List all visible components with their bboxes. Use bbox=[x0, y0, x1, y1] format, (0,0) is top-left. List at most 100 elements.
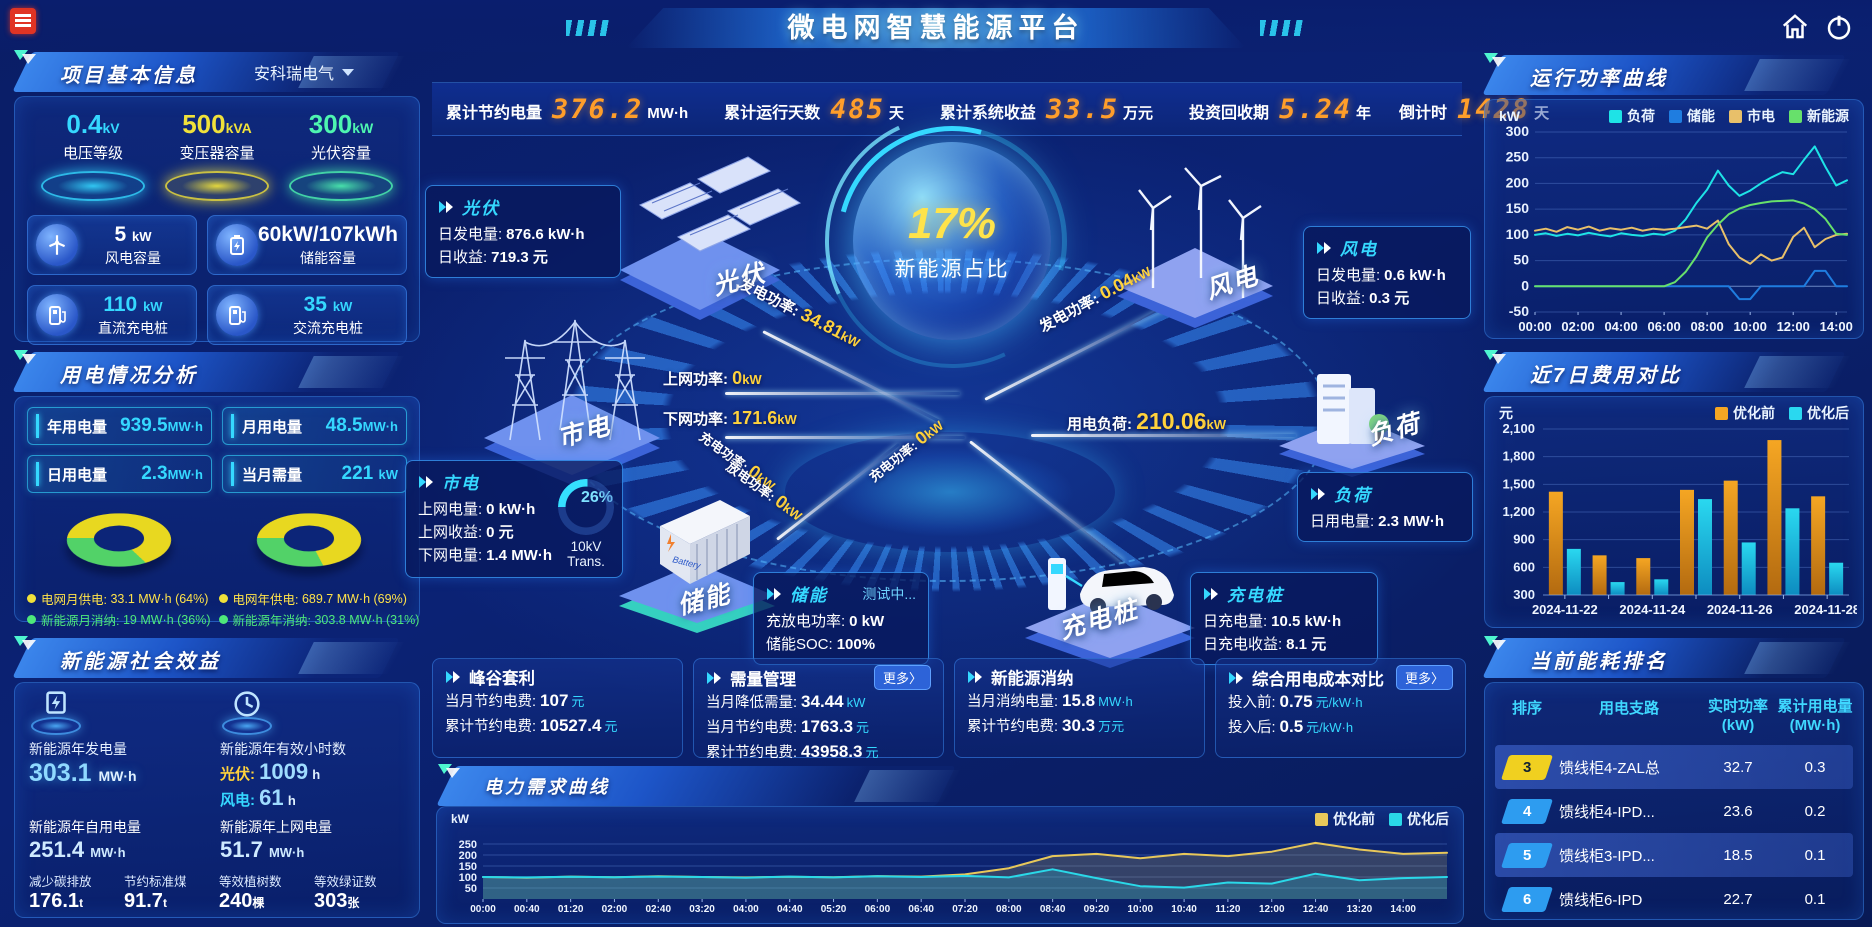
flow-label: 用电负荷: bbox=[1067, 416, 1132, 433]
stat-value: 221 bbox=[341, 463, 374, 484]
svg-text:1,200: 1,200 bbox=[1502, 504, 1535, 519]
month-demand-stat: 当月需量 221 kW bbox=[222, 455, 407, 493]
charger-icon bbox=[228, 306, 246, 325]
table-row[interactable]: 3 馈线柜4-ZAL总 32.7 0.3 bbox=[1495, 745, 1853, 789]
glow-disc bbox=[165, 171, 269, 201]
kpi-label: 投资回收期 bbox=[1188, 104, 1269, 122]
legend-value: 19 MW·h (36%) bbox=[122, 612, 211, 627]
renewable-generation-item: 新能源年发电量 303.1 MW·h bbox=[29, 691, 214, 811]
stat-label: 月用电量 bbox=[242, 418, 303, 436]
row-value: 0.75 bbox=[1279, 692, 1313, 711]
cost-chart-legend: 优化前 优化后 bbox=[1715, 403, 1849, 423]
transformer-gauge-label: 10kV Trans. bbox=[567, 539, 605, 569]
ac-charger-card: 35 kW 交流充电桩 bbox=[206, 285, 407, 345]
arrow-icon bbox=[439, 200, 453, 213]
stat-value: 251.4 bbox=[29, 837, 85, 862]
legend-item: 新能源 bbox=[1789, 106, 1849, 126]
row-unit: 元 bbox=[856, 720, 870, 735]
row-value: 2.3 MW·h bbox=[1378, 513, 1445, 530]
stat-label: 减少碳排放 bbox=[29, 875, 92, 889]
row-label: 当月降低需量: bbox=[706, 695, 798, 711]
row-label: 日发电量: bbox=[438, 226, 503, 243]
device-label: 风电容量 bbox=[104, 249, 161, 266]
stat-label: 日用电量 bbox=[47, 466, 108, 484]
row-value: 43958.3 bbox=[801, 742, 863, 761]
row-value: 100% bbox=[836, 636, 876, 653]
co2-reduction-item: 减少碳排放 176.1t bbox=[29, 871, 120, 913]
stat-value: 939.5 bbox=[120, 415, 168, 436]
glow-disc bbox=[41, 171, 145, 201]
device-value: 110 bbox=[103, 292, 138, 316]
device-unit: kW bbox=[332, 298, 353, 314]
rank-badge: 5 bbox=[1500, 842, 1554, 868]
column-header: 累计用电量 (MW·h) bbox=[1777, 697, 1853, 735]
rank-badge: 4 bbox=[1500, 798, 1554, 824]
kpi-countdown: 倒计时 1428 天 bbox=[1385, 94, 1563, 125]
legend-value: 689.7 MW·h (69%) bbox=[301, 591, 407, 606]
demand-curve-chart: 250 200 150 100 50 00:00 00:40 01:20 02:00 02:40 0… bbox=[443, 827, 1457, 915]
wind-info-box: 风电 日发电量: 0.6 kW·h 日收益: 0.3 元 bbox=[1303, 226, 1471, 319]
load-info-box: 负荷 日用电量: 2.3 MW·h bbox=[1297, 472, 1473, 542]
svg-text:09:20: 09:20 bbox=[1084, 904, 1110, 915]
flow-value: 0 bbox=[732, 368, 743, 388]
row-unit: 元/kW·h bbox=[1306, 720, 1354, 735]
svg-text:50: 50 bbox=[1513, 252, 1529, 268]
kpi-total-income: 累计系统收益 33.5 万元 bbox=[926, 94, 1167, 125]
panel-title: 电力需求曲线 bbox=[484, 777, 610, 797]
rank-number: 4 bbox=[1522, 802, 1532, 820]
row-label: 当月节约电费: bbox=[706, 720, 798, 736]
flow-label: 下网功率: bbox=[663, 411, 728, 428]
stat-unit: MW·h bbox=[362, 419, 398, 434]
year-usage-stat: 年用电量 939.5MW·h bbox=[27, 407, 212, 445]
stat-label: 节约标准煤 bbox=[124, 875, 187, 889]
power-button[interactable] bbox=[1824, 12, 1854, 42]
rank-badge: 3 bbox=[1500, 754, 1554, 780]
panel-social-body: 新能源年发电量 303.1 MW·h 新能源年有效小时数 光伏: 1009 h … bbox=[14, 682, 420, 918]
home-button[interactable] bbox=[1780, 12, 1810, 42]
legend-value: 33.1 MW·h (64%) bbox=[110, 591, 209, 606]
table-row[interactable]: 6 馈线柜6-IPD 22.7 0.1 bbox=[1495, 877, 1853, 919]
row-value: 8.1 元 bbox=[1286, 636, 1327, 653]
legend-swatch bbox=[1669, 109, 1682, 123]
stat-value: 176.1 bbox=[29, 890, 80, 912]
panel-ranking-body: 排序 用电支路 实时功率 (kW) 累计用电量 (MW·h) 3 馈线柜4-ZAL总… bbox=[1484, 682, 1864, 920]
svg-text:05:20: 05:20 bbox=[821, 904, 847, 915]
table-row[interactable]: 5 馈线柜3-IPD... 18.5 0.1 bbox=[1495, 833, 1853, 877]
row-label: 上网收益: bbox=[418, 524, 483, 541]
title-deco-left bbox=[566, 20, 612, 36]
y-axis-label: kW bbox=[451, 812, 469, 826]
more-button[interactable]: 更多〉 bbox=[1395, 665, 1453, 690]
ranking-table-header: 排序 用电支路 实时功率 (kW) 累计用电量 (MW·h) bbox=[1495, 689, 1853, 745]
row-label: 充放电功率: bbox=[766, 613, 846, 630]
title-deco-right bbox=[1260, 20, 1306, 36]
row-unit: 元 bbox=[604, 719, 618, 734]
flow-unit: kW bbox=[742, 372, 762, 387]
energy-beam bbox=[725, 392, 960, 395]
device-value: 5 bbox=[114, 222, 127, 246]
card-corner-icon bbox=[968, 671, 982, 683]
usage-donuts bbox=[27, 503, 407, 581]
glow-disc bbox=[289, 171, 393, 201]
legend-value: 303.8 MW·h (31%) bbox=[314, 612, 420, 627]
wind-turbines-icon bbox=[1117, 167, 1273, 328]
legend-swatch bbox=[1389, 812, 1402, 826]
voltage-level-stat: 0.4kV 电压等级 bbox=[31, 109, 155, 201]
svg-text:13:20: 13:20 bbox=[1347, 904, 1373, 915]
pv-node: 光伏 bbox=[600, 145, 802, 320]
arrow-icon bbox=[419, 475, 433, 488]
svg-text:04:00: 04:00 bbox=[733, 904, 759, 915]
grid-info-box: 市电 上网电量:0 kW·h 上网收益:0 元 下网电量:1.4 MW·h 26… bbox=[405, 460, 623, 578]
power-towers-icon bbox=[484, 319, 660, 485]
rank-number: 5 bbox=[1522, 846, 1532, 864]
table-row[interactable]: 4 馈线柜4-IPD... 23.6 0.2 bbox=[1495, 789, 1853, 833]
wind-node: 风电 bbox=[1113, 138, 1278, 328]
svg-text:02:40: 02:40 bbox=[645, 904, 671, 915]
more-button[interactable]: 更多〉 bbox=[873, 665, 931, 690]
panel-run-curve-header: 运行功率曲线 bbox=[1478, 53, 1866, 97]
company-selector[interactable]: 安科瑞电气 bbox=[254, 60, 354, 84]
svg-text:00:00: 00:00 bbox=[470, 904, 496, 915]
svg-text:250: 250 bbox=[1506, 149, 1530, 165]
row-label: 投入后: bbox=[1228, 720, 1276, 736]
stat-label: 当月需量 bbox=[242, 466, 303, 484]
svg-text:04:40: 04:40 bbox=[777, 904, 803, 915]
